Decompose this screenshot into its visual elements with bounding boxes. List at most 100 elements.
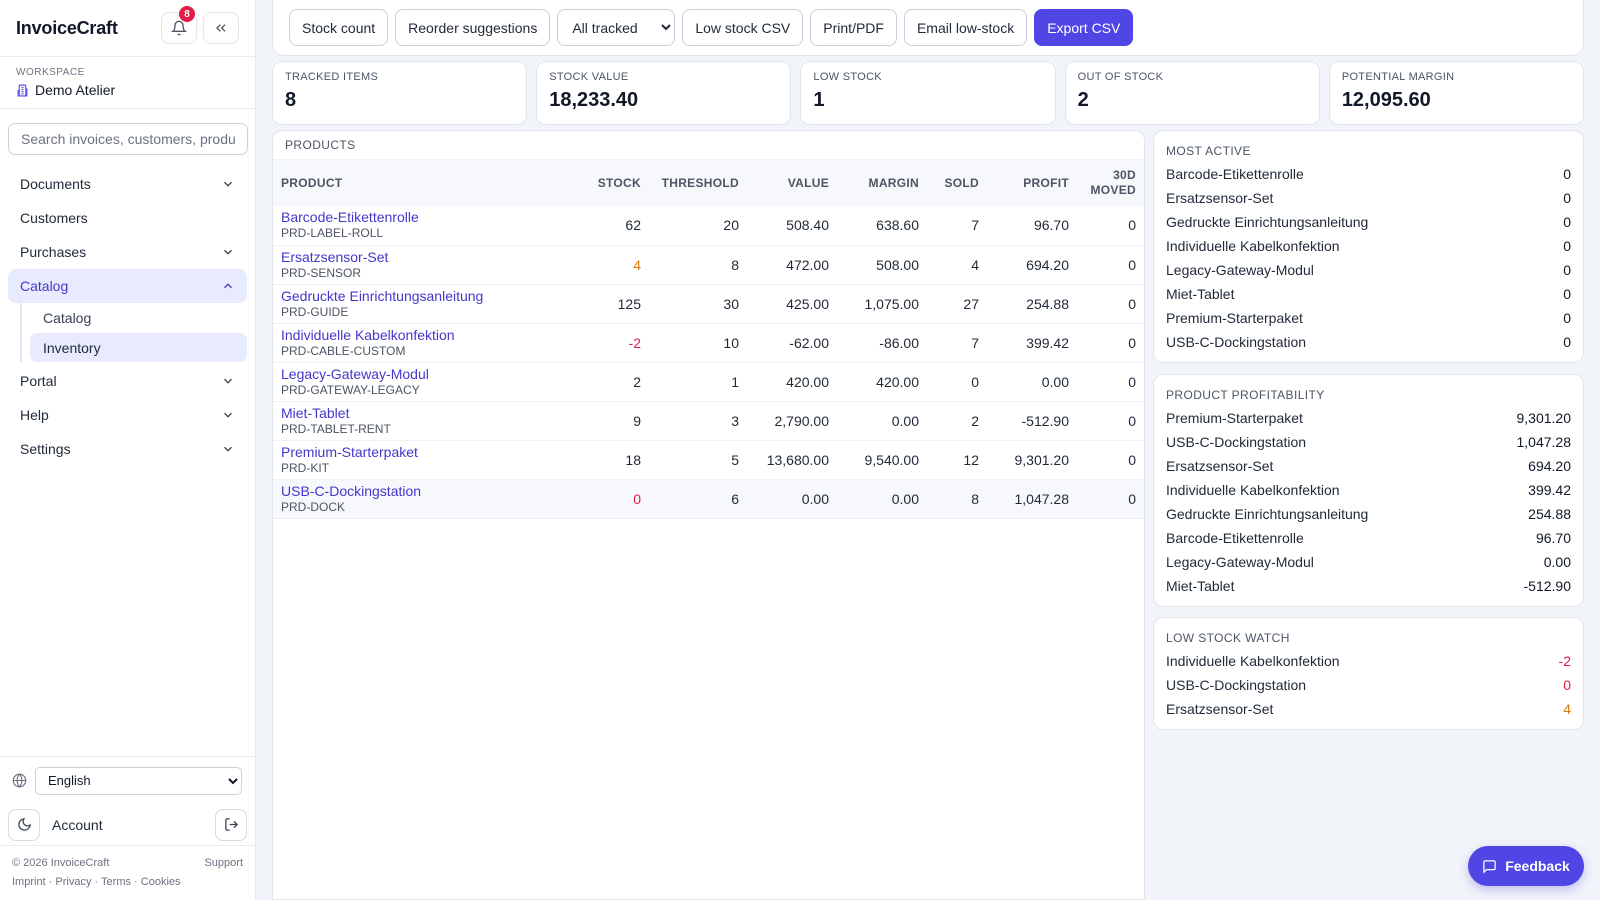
nav-settings[interactable]: Settings [8,432,247,466]
nav-customers[interactable]: Customers [8,201,247,235]
stock-count-button[interactable]: Stock count [289,9,389,46]
nav-purchases[interactable]: Purchases [8,235,247,269]
margin-cell: 0.00 [837,401,927,441]
imprint-link[interactable]: Imprint [12,876,46,888]
low-stock-csv-button[interactable]: Low stock CSV [682,9,804,46]
col-product[interactable]: PRODUCT [273,160,587,206]
nav-documents-label: Documents [20,176,91,192]
moon-icon [17,818,31,831]
support-link[interactable]: Support [204,857,243,869]
search-input[interactable] [8,123,248,155]
list-item-name: Ersatzsensor-Set [1166,458,1274,474]
col-profit[interactable]: PROFIT [987,160,1077,206]
notification-badge: 8 [179,6,195,22]
list-item: Individuelle Kabelkonfektion 0 [1166,234,1571,258]
cookies-link[interactable]: Cookies [140,876,181,888]
search-wrap [0,109,255,167]
list-item: Barcode-Etikettenrolle 0 [1166,162,1571,186]
nav-help[interactable]: Help [8,398,247,432]
margin-cell: 420.00 [837,362,927,402]
product-link[interactable]: Gedruckte Einrichtungsanleitung [281,287,484,304]
value-cell: 2,790.00 [747,401,837,441]
export-csv-button[interactable]: Export CSV [1034,9,1134,46]
moved-cell: 0 [1077,206,1144,246]
col-sold[interactable]: SOLD [927,160,987,206]
list-item-value: 0 [1563,334,1571,350]
theme-toggle-button[interactable] [8,808,40,841]
col-threshold[interactable]: THRESHOLD [649,160,747,206]
globe-icon [12,773,27,788]
profit-cell: 9,301.20 [987,440,1077,480]
privacy-link[interactable]: Privacy [55,876,92,888]
logout-button[interactable] [215,808,247,841]
moved-cell: 0 [1077,284,1144,324]
col-margin[interactable]: MARGIN [837,160,927,206]
list-item-value: 0 [1563,166,1571,182]
kpi-value: 18,233.40 [549,89,639,111]
threshold-cell: 10 [649,323,747,363]
product-link[interactable]: USB-C-Dockingstation [281,482,422,499]
list-item-value: 0 [1563,262,1571,278]
list-item-name: Gedruckte Einrichtungsanleitung [1166,506,1369,522]
nav-portal[interactable]: Portal [8,364,247,398]
list-item-name: Ersatzsensor-Set [1166,701,1274,717]
subnav-inventory[interactable]: Inventory [30,333,247,362]
col-30d-moved[interactable]: 30D MOVED [1077,160,1144,206]
list-item: Premium-Starterpaket 9,301.20 [1166,406,1571,430]
kpi-label: POTENTIAL MARGIN [1341,71,1455,83]
product-link[interactable]: Barcode-Etikettenrolle [281,209,419,226]
nav-documents[interactable]: Documents [8,167,247,201]
moved-cell: 0 [1077,245,1144,285]
value-cell: 420.00 [747,362,837,402]
product-link[interactable]: Ersatzsensor-Set [281,248,389,265]
chevron-down-icon [224,181,232,187]
inventory-toolbar: Stock count Reorder suggestions All trac… [272,0,1584,56]
product-link[interactable]: Miet-Tablet [281,404,350,421]
account-link[interactable]: Account [52,816,103,833]
kpi-value: 8 [285,89,297,111]
sidebar-bottom: English Account © 2026 InvoiceCraft Supp… [0,756,255,900]
stock-cell: 2 [587,362,649,402]
stock-cell: 4 [587,245,649,285]
collapse-sidebar-button[interactable] [203,12,239,44]
kpi-value: 1 [813,89,825,111]
brand-logo[interactable]: InvoiceCraft [16,17,118,38]
most-active-card: MOST ACTIVE Barcode-Etikettenrolle 0 Ersa… [1153,130,1584,363]
table-row: USB-C-Dockingstation PRD-DOCK 0 6 0.00 0… [273,479,1144,519]
workspace-switcher[interactable]: WORKSPACE Demo Atelier [0,57,255,109]
kpi-out-of-stock: OUT OF STOCK 2 [1064,61,1320,125]
tracking-filter-select[interactable]: All tracked [557,9,676,46]
col-stock[interactable]: STOCK [587,160,649,206]
print-pdf-button[interactable]: Print/PDF [810,9,897,46]
terms-link[interactable]: Terms [101,876,131,888]
notifications-button[interactable]: 8 [161,6,197,44]
chevron-down-icon [224,446,232,452]
feedback-button[interactable]: Feedback [1468,846,1584,886]
product-link[interactable]: Premium-Starterpaket [281,443,418,460]
list-item-value: -512.90 [1523,578,1571,594]
profitability-title: PRODUCT PROFITABILITY [1166,388,1325,402]
email-low-stock-button[interactable]: Email low-stock [903,9,1028,46]
product-link[interactable]: Individuelle Kabelkonfektion [281,326,455,343]
threshold-cell: 30 [649,284,747,324]
list-item: Legacy-Gateway-Modul 0.00 [1166,550,1571,574]
stock-cell: -2 [587,323,649,363]
moved-cell: 0 [1077,401,1144,441]
col-value[interactable]: VALUE [747,160,837,206]
margin-cell: 638.60 [837,206,927,246]
language-select[interactable]: English [35,766,242,795]
list-item: Individuelle Kabelkonfektion 399.42 [1166,478,1571,502]
sold-cell: 2 [927,401,987,441]
threshold-cell: 5 [649,440,747,480]
subnav-catalog[interactable]: Catalog [43,309,92,326]
kpi-label: TRACKED ITEMS [285,71,379,83]
product-sku: PRD-GUIDE [281,304,349,319]
reorder-suggestions-button[interactable]: Reorder suggestions [395,9,551,46]
threshold-cell: 3 [649,401,747,441]
product-cell: Legacy-Gateway-Modul PRD-GATEWAY-LEGACY [273,362,587,402]
kpi-stock-value: STOCK VALUE 18,233.40 [536,61,792,125]
kpi-value: 2 [1077,89,1089,111]
product-link[interactable]: Legacy-Gateway-Modul [281,365,429,382]
product-cell: Premium-Starterpaket PRD-KIT [273,440,587,480]
nav-catalog[interactable]: Catalog [8,269,247,303]
